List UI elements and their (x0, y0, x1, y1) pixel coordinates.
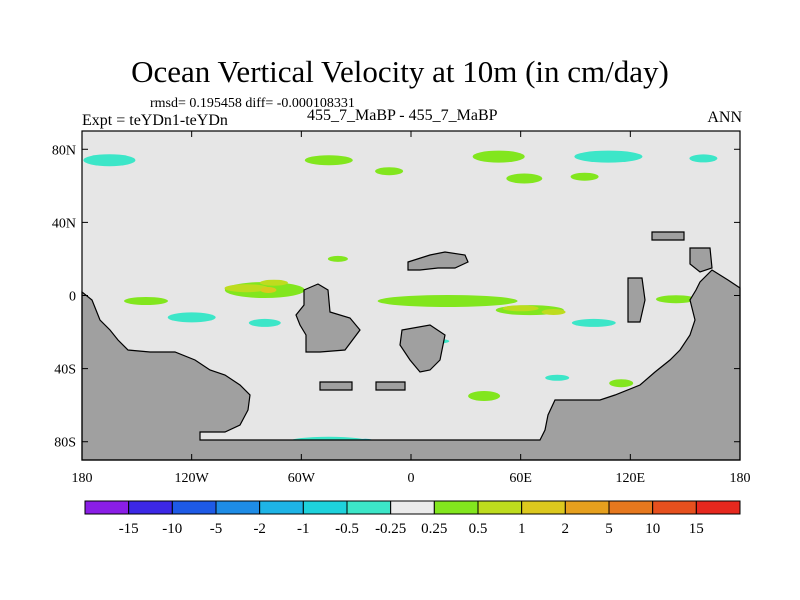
chart-title: Ocean Vertical Velocity at 10m (in cm/da… (131, 54, 669, 89)
colorbar-box (259, 500, 304, 515)
map-layer (81, 130, 741, 461)
colorbar-label: 0.25 (421, 521, 447, 537)
colorbar-label: 5 (605, 521, 613, 537)
contour-feature (656, 295, 696, 304)
colorbar-label: -10 (162, 521, 182, 537)
contour-feature (545, 374, 570, 381)
colorbar-label: -0.25 (375, 521, 406, 537)
land-mass (81, 269, 741, 461)
colorbar-box (608, 500, 654, 515)
colorbar-box (564, 500, 610, 515)
land-mass (295, 283, 361, 353)
y-tick-label: 40S (54, 363, 76, 378)
contour-feature (83, 154, 136, 167)
contour-feature (502, 305, 539, 312)
land-mass (407, 251, 469, 271)
colorbar-box (433, 500, 479, 515)
colorbar-label: -5 (210, 521, 223, 537)
colorbar-box (84, 500, 130, 515)
contour-feature (248, 318, 281, 327)
colorbar-label: 10 (645, 521, 660, 537)
colorbar-label: 15 (689, 521, 704, 537)
contour-feature (377, 295, 518, 307)
x-tick-label: 120W (175, 471, 210, 486)
x-tick-label: 60E (509, 471, 532, 486)
contour-feature (574, 150, 643, 163)
contour-feature (571, 318, 616, 327)
contour-feature (472, 150, 525, 163)
land-mass (399, 324, 446, 373)
x-tick-label: 180 (72, 471, 93, 486)
contour-feature (124, 297, 168, 305)
contour-feature (689, 154, 718, 163)
y-tick-label: 40N (52, 216, 76, 231)
x-tick-label: 60W (288, 471, 316, 486)
x-tick-label: 180 (730, 471, 751, 486)
contour-feature (259, 279, 288, 286)
y-tick-label: 80N (52, 143, 76, 158)
land-mass (689, 247, 713, 273)
colorbar: -15 -10 -5 -2 -1 -0.5 -0.25 0.25 0.5 1 2 5 10 15 (84, 500, 741, 537)
contour-feature (375, 167, 404, 176)
colorbar-label: -1 (297, 521, 310, 537)
colorbar-box (477, 500, 523, 515)
stats-line: rmsd= 0.195458 diff= -0.000108331 (150, 96, 355, 111)
contour-feature (541, 309, 566, 315)
contour-feature (167, 312, 216, 323)
contour-feature (260, 287, 277, 293)
land-mass (319, 381, 353, 391)
case-label: 455_7_MaBP - 455_7_MaBP (307, 107, 498, 124)
colorbar-box (215, 500, 261, 515)
contour-feature (506, 173, 543, 184)
colorbar-label: 0.5 (469, 521, 488, 537)
y-tick-label: 0 (69, 290, 76, 305)
x-tick-label: 120E (616, 471, 646, 486)
colorbar-box (521, 500, 566, 515)
contour-feature (224, 284, 269, 293)
x-tick-label: 0 (408, 471, 415, 486)
colorbar-box (652, 500, 697, 515)
contour-feature (304, 155, 353, 166)
contour-feature (570, 172, 599, 181)
land-mass (651, 231, 685, 241)
colorbar-box (302, 500, 348, 515)
experiment-label: Expt = teYDn1-teYDn (82, 112, 228, 129)
colorbar-box (346, 500, 392, 515)
colorbar-label: -0.5 (335, 521, 359, 537)
period-label: ANN (707, 109, 742, 126)
colorbar-box (695, 500, 741, 515)
land-mass (627, 277, 646, 323)
colorbar-label: 1 (518, 521, 526, 537)
colorbar-box (390, 500, 435, 515)
contour-feature (327, 255, 348, 262)
axis-ticks: 180 120W 60W 0 60E 120E 180 80N 40N 0 40S 80S (52, 131, 751, 486)
land-mass (375, 381, 406, 391)
colorbar-label: -2 (253, 521, 266, 537)
colorbar-box (171, 500, 217, 515)
y-tick-label: 80S (54, 436, 76, 451)
contour-feature (609, 379, 634, 388)
colorbar-box (128, 500, 173, 515)
contour-feature (468, 391, 501, 401)
colorbar-label: 2 (562, 521, 570, 537)
colorbar-label: -15 (119, 521, 139, 537)
